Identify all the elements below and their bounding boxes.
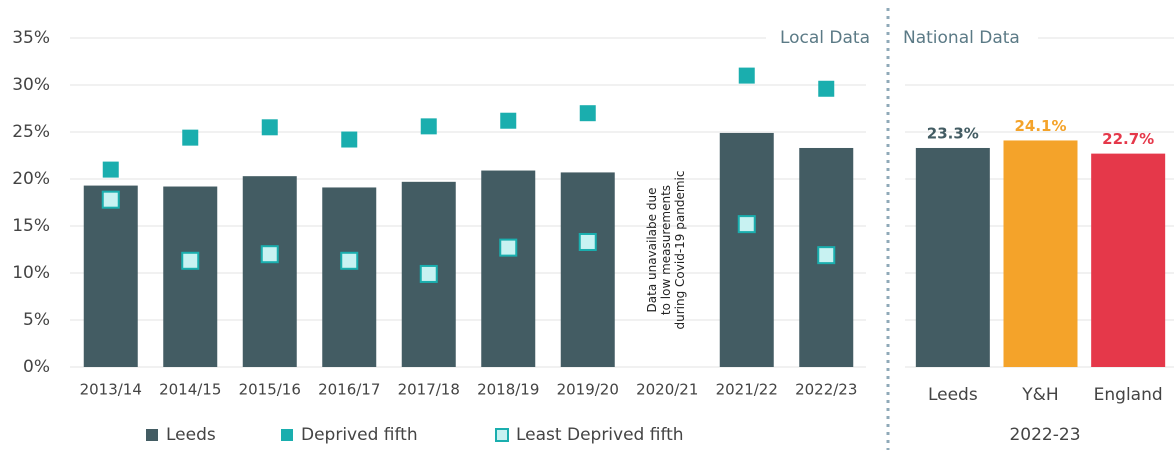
panel-title: National Data <box>903 28 1020 48</box>
y-tick-label: 15% <box>12 216 50 236</box>
marker <box>260 245 279 264</box>
x-tick-label: 2014/15 <box>159 381 221 399</box>
x-tick-label: 2020/21 <box>636 381 698 399</box>
bar <box>481 170 536 367</box>
legend-swatch <box>281 429 293 441</box>
marker <box>102 161 119 178</box>
value-label: 24.1% <box>1014 117 1066 135</box>
annotation: to low measurements <box>659 185 673 315</box>
bar <box>1091 153 1166 367</box>
x-axis-label: 2022-23 <box>1009 425 1080 445</box>
annotation: Data unavailabe due <box>645 188 659 313</box>
y-tick-label: 25% <box>12 122 50 142</box>
x-tick-label: 2019/20 <box>557 381 619 399</box>
bar <box>322 187 377 367</box>
x-tick-label: 2013/14 <box>80 381 142 399</box>
marker <box>341 131 358 148</box>
x-tick-label: Y&H <box>1021 385 1058 405</box>
marker <box>419 264 438 283</box>
x-tick-label: 2022/23 <box>795 381 857 399</box>
x-tick-label: 2018/19 <box>477 381 539 399</box>
legend-label: Leeds <box>166 425 216 445</box>
x-tick-label: 2016/17 <box>318 381 380 399</box>
marker <box>101 190 120 209</box>
marker <box>182 129 199 146</box>
bar <box>1003 140 1078 367</box>
marker <box>738 67 755 84</box>
y-tick-label: 35% <box>12 28 50 48</box>
y-tick-label: 20% <box>12 169 50 189</box>
value-label: 23.3% <box>927 124 979 142</box>
y-tick-label: 10% <box>12 263 50 283</box>
bar <box>915 147 990 367</box>
marker <box>499 238 518 257</box>
y-tick-label: 30% <box>12 75 50 95</box>
marker <box>181 251 200 270</box>
legend-swatch <box>146 429 158 441</box>
bar <box>719 132 774 367</box>
marker <box>340 251 359 270</box>
panel-title: Local Data <box>780 28 870 48</box>
y-tick-label: 5% <box>23 310 50 330</box>
marker <box>420 118 437 135</box>
legend-label: Least Deprived fifth <box>516 425 684 445</box>
legend-swatch <box>495 428 509 442</box>
value-label: 22.7% <box>1102 130 1154 148</box>
marker <box>737 215 756 234</box>
annotation: during Covid-19 pandemic <box>673 171 687 330</box>
marker <box>261 119 278 136</box>
x-tick-label: 2017/18 <box>398 381 460 399</box>
marker <box>579 105 596 122</box>
y-tick-label: 0% <box>23 357 50 377</box>
x-tick-label: 2015/16 <box>239 381 301 399</box>
x-tick-label: 2021/22 <box>716 381 778 399</box>
bar <box>163 186 218 367</box>
marker <box>578 232 597 251</box>
bar <box>560 172 615 367</box>
marker <box>818 80 835 97</box>
title-backing <box>898 26 1038 52</box>
legend-label: Deprived fifth <box>301 425 418 445</box>
title-backing <box>766 26 876 52</box>
x-tick-label: England <box>1094 385 1163 405</box>
marker <box>500 112 517 129</box>
marker <box>817 246 836 265</box>
bar <box>83 185 138 367</box>
bar <box>242 176 297 367</box>
x-tick-label: Leeds <box>928 385 978 405</box>
